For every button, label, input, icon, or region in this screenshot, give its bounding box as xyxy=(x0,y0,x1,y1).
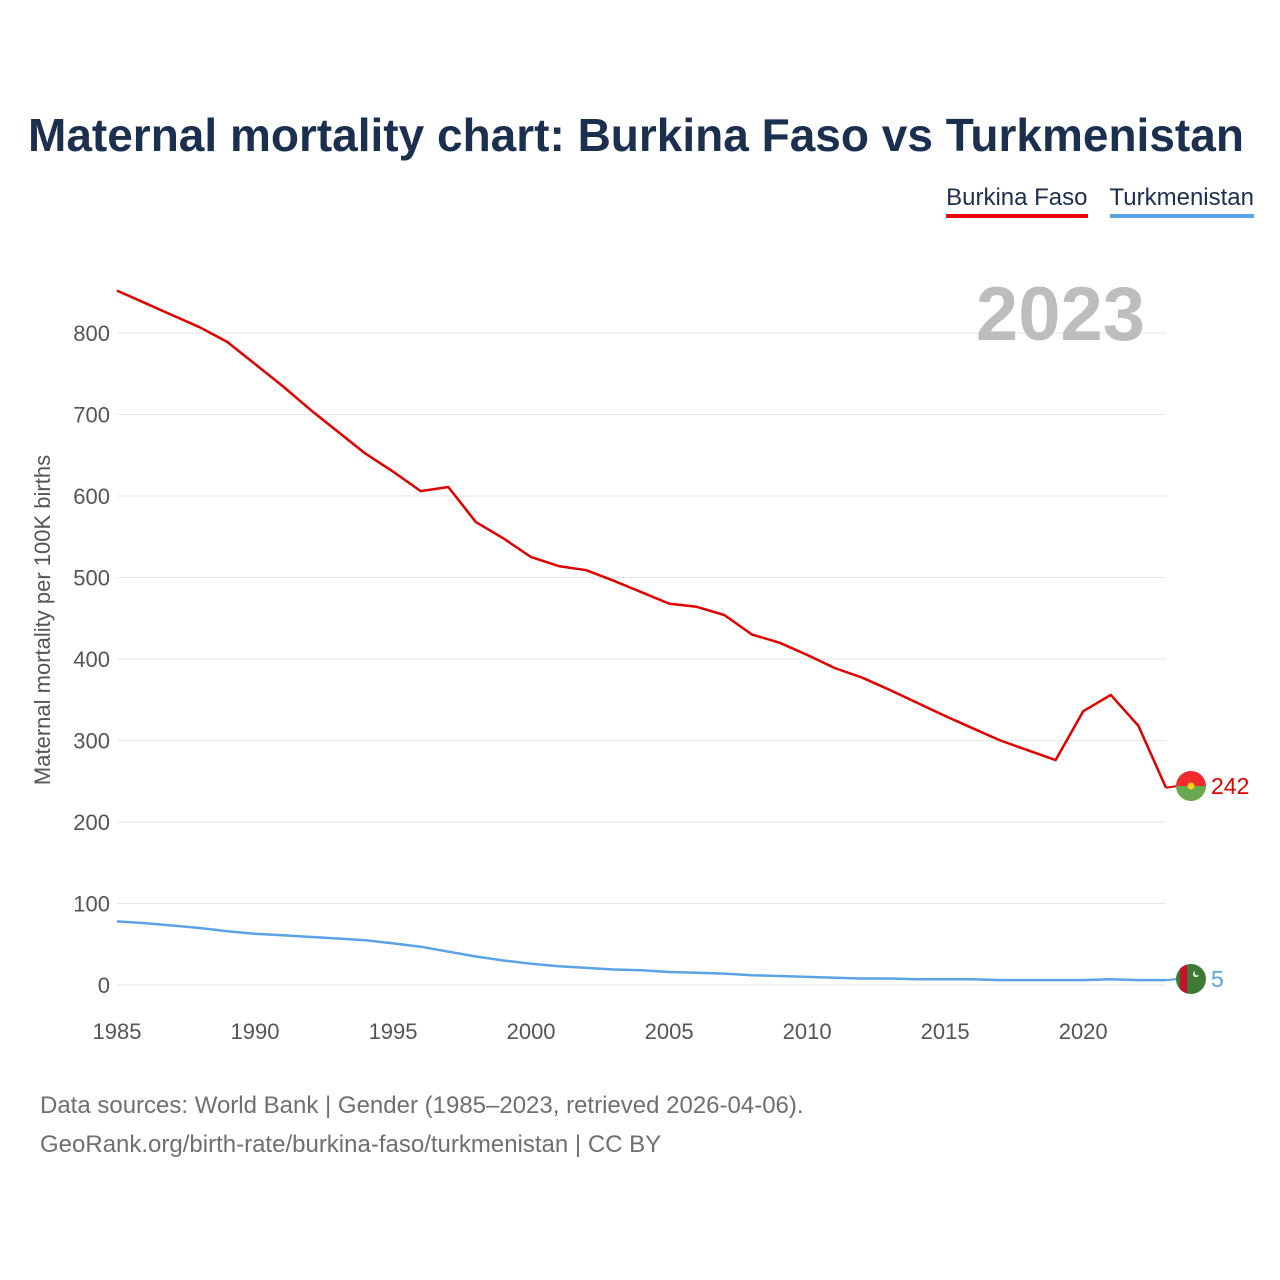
legend-item-turkmenistan[interactable]: Turkmenistan xyxy=(1109,184,1254,218)
y-tick-label: 800 xyxy=(73,321,110,346)
end-value-label: 242 xyxy=(1211,773,1249,799)
series-line-turkmenistan[interactable] xyxy=(116,920,1166,982)
end-value-label: 5 xyxy=(1211,966,1224,992)
x-tick-label: 1995 xyxy=(369,1019,418,1044)
y-tick-label: 700 xyxy=(73,403,110,428)
legend: Burkina Faso Turkmenistan xyxy=(946,184,1254,218)
y-tick-label: 200 xyxy=(73,810,110,835)
burkina-faso-flag-icon xyxy=(1176,771,1206,801)
turkmenistan-flag-icon xyxy=(1176,964,1206,994)
y-tick-label: 300 xyxy=(73,729,110,754)
y-axis-label: Maternal mortality per 100K births xyxy=(30,455,55,785)
x-tick-label: 2020 xyxy=(1059,1019,1108,1044)
footer-source: Data sources: World Bank | Gender (1985–… xyxy=(40,1092,804,1119)
y-tick-label: 400 xyxy=(73,647,110,672)
x-tick-label: 2005 xyxy=(645,1019,694,1044)
footer: Data sources: World Bank | Gender (1985–… xyxy=(40,1086,804,1164)
end-connector xyxy=(1165,978,1179,982)
end-connector xyxy=(1165,785,1179,789)
y-tick-label: 0 xyxy=(98,973,110,998)
footer-link[interactable]: GeoRank.org/birth-rate/burkina-faso/turk… xyxy=(40,1131,662,1158)
legend-item-burkina-faso[interactable]: Burkina Faso xyxy=(946,184,1088,218)
x-tick-label: 1985 xyxy=(93,1019,142,1044)
year-label: 2023 xyxy=(976,272,1145,357)
y-tick-label: 600 xyxy=(73,484,110,509)
x-tick-label: 2010 xyxy=(783,1019,832,1044)
x-tick-label: 2015 xyxy=(921,1019,970,1044)
y-tick-label: 500 xyxy=(73,566,110,591)
y-tick-label: 100 xyxy=(73,892,110,917)
series-line-burkina-faso[interactable] xyxy=(116,289,1168,789)
x-tick-label: 2000 xyxy=(507,1019,556,1044)
chart-title: Maternal mortality chart: Burkina Faso v… xyxy=(28,109,1244,161)
x-tick-label: 1990 xyxy=(231,1019,280,1044)
